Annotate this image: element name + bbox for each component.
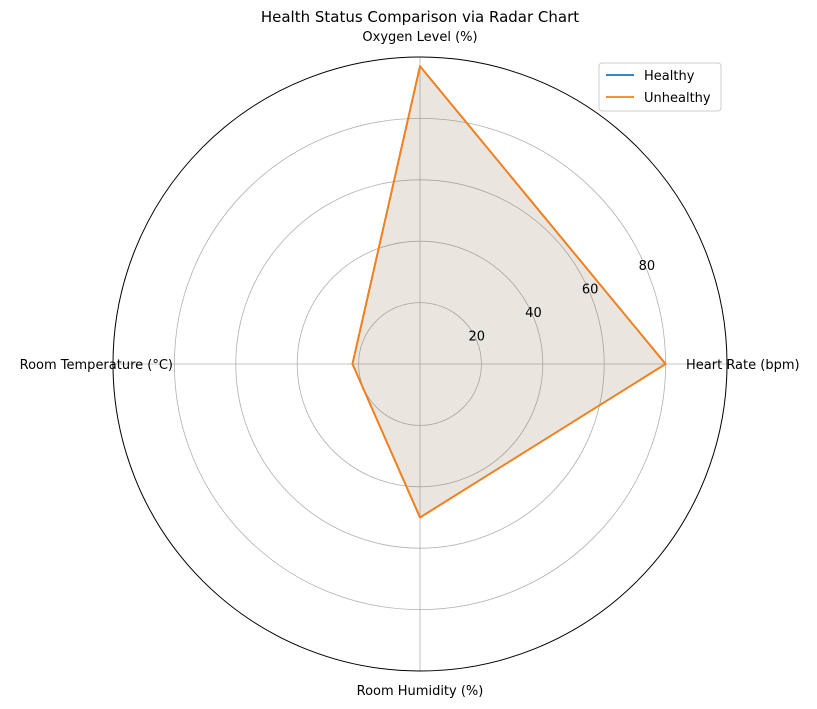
series-fill-healthy	[352, 66, 666, 518]
axis-label-heart-rate: Heart Rate (bpm)	[686, 358, 800, 373]
axis-label-room-humidity: Room Humidity (%)	[357, 684, 484, 699]
radial-tick-label: 40	[525, 306, 542, 321]
legend-label-unhealthy: Unhealthy	[644, 91, 711, 106]
series-line-unhealthy	[351, 65, 667, 519]
radial-tick-label: 80	[639, 259, 656, 274]
legend-label-healthy: Healthy	[644, 69, 695, 84]
outer-frame	[112, 56, 728, 672]
series-layer	[351, 65, 667, 519]
axis-label-room-temperature: Room Temperature (°C)	[20, 358, 173, 373]
radial-tick-label: 60	[582, 283, 599, 298]
radial-tick-labels: 20 40 60 80	[468, 259, 655, 344]
chart-title: Health Status Comparison via Radar Chart	[261, 8, 579, 26]
legend: Healthy Unhealthy	[598, 62, 722, 112]
radial-tick-label: 20	[468, 330, 485, 345]
axis-label-oxygen-level: Oxygen Level (%)	[362, 30, 477, 45]
series-fill-unhealthy	[352, 66, 666, 518]
